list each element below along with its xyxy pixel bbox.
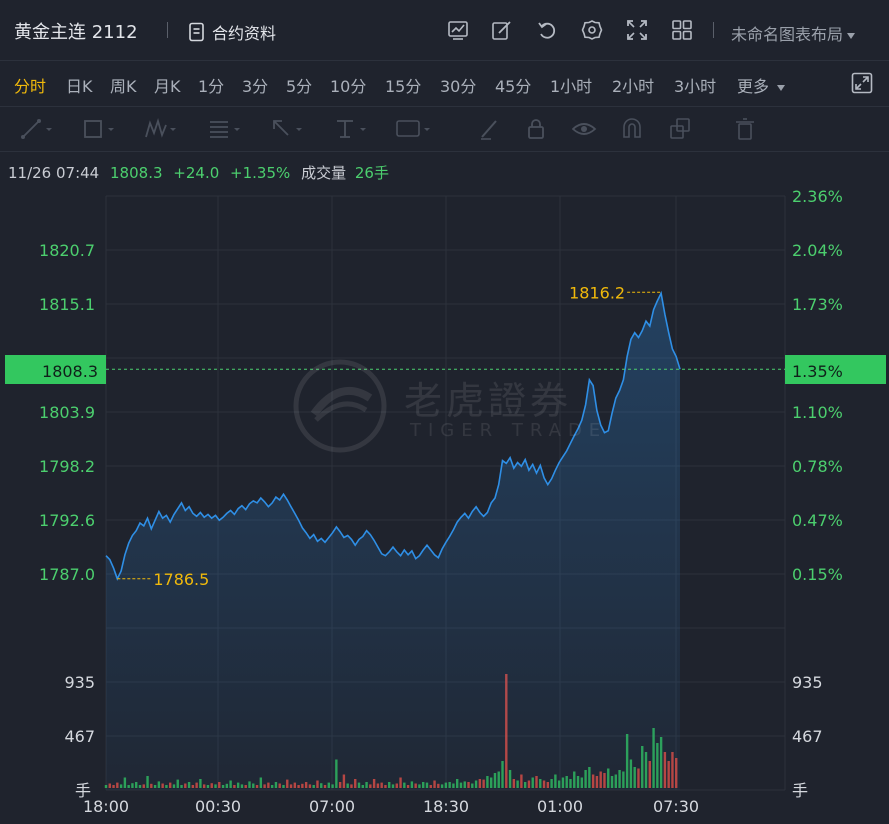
percent-tick-label: 0.47%	[792, 511, 843, 530]
tab-period-15m[interactable]: 15分	[385, 77, 422, 96]
volume-tick-label: 935	[64, 673, 95, 692]
indicator-chart-icon[interactable]	[447, 19, 469, 41]
tab-period-3m[interactable]: 3分	[242, 77, 269, 96]
price-tick-label: 1820.7	[39, 241, 95, 260]
tab-period-30m[interactable]: 30分	[440, 77, 477, 96]
layout-selector[interactable]: 未命名图表布局	[731, 21, 856, 45]
volume-unit-label: 手	[75, 781, 91, 800]
quote-volume: 26手	[354, 164, 389, 182]
more-periods-button[interactable]: 更多	[737, 73, 786, 97]
layers-icon[interactable]	[668, 117, 702, 141]
caret-down-icon	[777, 84, 786, 91]
price-axis: 1820.7 1815.1 1803.9 1798.2 1792.6 1787.0	[39, 241, 95, 584]
intraday-chart[interactable]: 1816.2 1786.5 1820.7 1815.1 1803.9 1798.2 17…	[0, 185, 889, 824]
low-price-label: 1786.5	[153, 570, 209, 589]
tab-period-week[interactable]: 周K	[110, 77, 137, 96]
time-tick-label: 18:30	[423, 797, 469, 816]
document-icon	[189, 22, 204, 42]
percent-tick-label: 1.10%	[792, 403, 843, 422]
percent-tick-label: 2.04%	[792, 241, 843, 260]
tab-period-3h[interactable]: 3小时	[674, 77, 717, 96]
time-tick-label: 07:00	[309, 797, 355, 816]
high-price-label: 1816.2	[569, 283, 625, 302]
header-divider	[713, 22, 714, 38]
percent-axis: 2.36% 2.04% 1.73% 1.10% 0.78% 0.47% 0.15%	[792, 187, 843, 584]
rectangle-tool-icon[interactable]	[82, 117, 116, 141]
layout-grid-icon[interactable]	[671, 19, 693, 41]
tab-period-2h[interactable]: 2小时	[612, 77, 655, 96]
contract-info-button[interactable]: 合约资料	[188, 20, 276, 44]
tab-period-1h[interactable]: 1小时	[550, 77, 593, 96]
price-area	[106, 293, 680, 790]
edit-icon[interactable]	[491, 19, 513, 41]
trend-line-tool-icon[interactable]	[20, 117, 54, 141]
price-tick-label: 1792.6	[39, 511, 95, 530]
label-tool-icon[interactable]	[396, 117, 430, 141]
price-tick-label: 1798.2	[39, 457, 95, 476]
quote-time: 11/26 07:44	[8, 164, 100, 182]
magnet-icon[interactable]	[620, 117, 654, 141]
chart-header: 黄金主连 2112 合约资料	[0, 0, 889, 61]
lock-icon[interactable]	[526, 117, 560, 141]
caret-down-icon	[847, 32, 856, 39]
percent-tick-label: 1.73%	[792, 295, 843, 314]
expand-icon[interactable]	[851, 72, 873, 94]
volume-unit-label: 手	[792, 781, 808, 800]
percent-tick-label: 0.78%	[792, 457, 843, 476]
header-divider	[167, 22, 168, 38]
current-percent-badge	[785, 355, 886, 384]
time-tick-label: 00:30	[195, 797, 241, 816]
wave-pattern-tool-icon[interactable]	[144, 117, 178, 141]
drawing-toolbar	[0, 107, 889, 152]
volume-tick-label: 935	[792, 673, 823, 692]
current-price-badge	[5, 355, 106, 384]
volume-tick-label: 467	[792, 727, 823, 746]
measure-tool-icon[interactable]	[334, 117, 368, 141]
instrument-title[interactable]: 黄金主连 2112	[14, 22, 138, 43]
more-label: 更多	[737, 77, 770, 96]
gear-icon[interactable]	[581, 19, 603, 41]
current-price-badge-text: 1808.3	[42, 362, 98, 381]
layout-name: 未命名图表布局	[731, 25, 844, 44]
quote-percent: +1.35%	[230, 164, 291, 182]
tab-period-timeshare[interactable]: 分时	[14, 77, 47, 96]
price-tick-label: 1803.9	[39, 403, 95, 422]
price-tick-label: 1815.1	[39, 295, 95, 314]
arrow-tool-icon[interactable]	[270, 117, 304, 141]
tab-period-5m[interactable]: 5分	[286, 77, 313, 96]
tab-period-10m[interactable]: 10分	[330, 77, 367, 96]
volume-tick-label: 467	[64, 727, 95, 746]
pen-icon[interactable]	[476, 117, 510, 141]
period-bar: 分时 日K 周K 月K 1分 3分 5分 10分 15分 30分 45分 1小时…	[0, 60, 889, 107]
time-tick-label: 07:30	[653, 797, 699, 816]
quote-summary: 11/26 07:44 1808.3 +24.0 +1.35% 成交量 26手	[8, 162, 395, 183]
time-axis: 18:00 00:30 07:00 18:30 01:00 07:30	[83, 797, 699, 816]
eye-icon[interactable]	[572, 117, 606, 141]
quote-change: +24.0	[173, 164, 220, 182]
volume-axis-right: 935 467 手	[792, 673, 823, 800]
percent-tick-label: 0.15%	[792, 565, 843, 584]
price-line	[105, 290, 681, 581]
undo-icon[interactable]	[536, 19, 558, 41]
tab-period-45m[interactable]: 45分	[495, 77, 532, 96]
fullscreen-icon[interactable]	[626, 19, 648, 41]
time-tick-label: 18:00	[83, 797, 129, 816]
tab-period-month[interactable]: 月K	[154, 77, 181, 96]
tab-period-1m[interactable]: 1分	[198, 77, 225, 96]
tab-period-day[interactable]: 日K	[66, 77, 93, 96]
quote-price: 1808.3	[110, 164, 163, 182]
current-percent-badge-text: 1.35%	[792, 362, 843, 381]
percent-tick-label: 2.36%	[792, 187, 843, 206]
price-tick-label: 1787.0	[39, 565, 95, 584]
time-tick-label: 01:00	[537, 797, 583, 816]
trash-icon[interactable]	[734, 117, 768, 141]
text-lines-tool-icon[interactable]	[208, 117, 242, 141]
volume-axis-left: 935 467 手	[64, 673, 95, 800]
volume-label: 成交量	[301, 164, 347, 182]
contract-info-label: 合约资料	[212, 24, 277, 43]
